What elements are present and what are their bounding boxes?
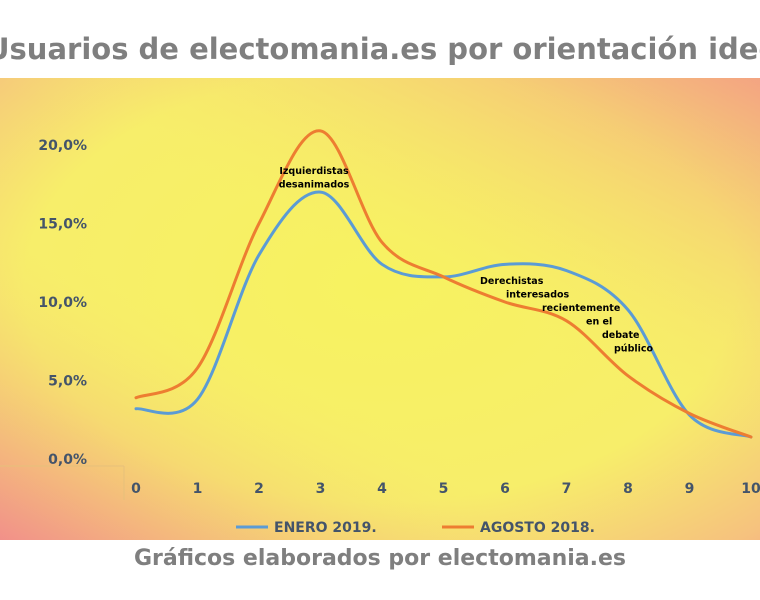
x-tick-label: 8 [623,481,633,497]
x-tick-label: 4 [377,481,387,497]
annotation-text: Izquierdistas desanimados [279,166,350,191]
legend-label-1: AGOSTO 2018. [480,520,595,536]
legend: ENERO 2019. AGOSTO 2018. [236,520,595,536]
footer-credit: Gráficos elaborados por electomania.es [133,546,627,571]
annotations: Izquierdistas desanimados Derechistas inter… [279,166,654,355]
background-shade-bottom-left [0,78,760,540]
annotation-line: debate [602,330,639,341]
series-lines [134,129,753,439]
annotation-line: desanimados [279,180,350,191]
annotation-line: interesados [506,290,570,301]
x-tick-label: 10 [741,481,760,497]
y-axis-ticks: 0,0% 5,0% 10,0% 15,0% 20,0% [38,138,87,468]
y-tick-label: 5,0% [48,374,87,390]
x-tick-label: 2 [254,481,264,497]
annotation-line: en el [586,317,612,328]
annotation-line: recientemente [542,303,620,314]
annotation-text: Derechistas interesados recientemente en el… [480,276,654,355]
series-line-1 [134,129,753,439]
x-tick-label: 1 [193,481,203,497]
x-tick-label: 5 [439,481,449,497]
y-tick-label: 0,0% [48,452,87,468]
annotation-line: Izquierdistas [279,166,349,177]
y-tick-label: 10,0% [38,295,87,311]
annotation-line: público [614,344,654,355]
y-tick-label: 15,0% [38,217,87,233]
x-tick-label: 0 [131,481,141,497]
x-tick-label: 6 [500,481,510,497]
x-tick-label: 3 [316,481,326,497]
series-line-0 [134,190,753,439]
x-tick-label: 9 [685,481,695,497]
y-tick-label: 20,0% [38,138,87,154]
chart-title: Usuarios de electomania.es por orientaci… [0,32,760,66]
x-tick-label: 7 [562,481,572,497]
x-axis-ticks: 0 1 2 3 4 5 6 7 8 9 10 [131,481,760,497]
legend-label-0: ENERO 2019. [274,520,377,536]
annotation-line: Derechistas [480,276,544,287]
